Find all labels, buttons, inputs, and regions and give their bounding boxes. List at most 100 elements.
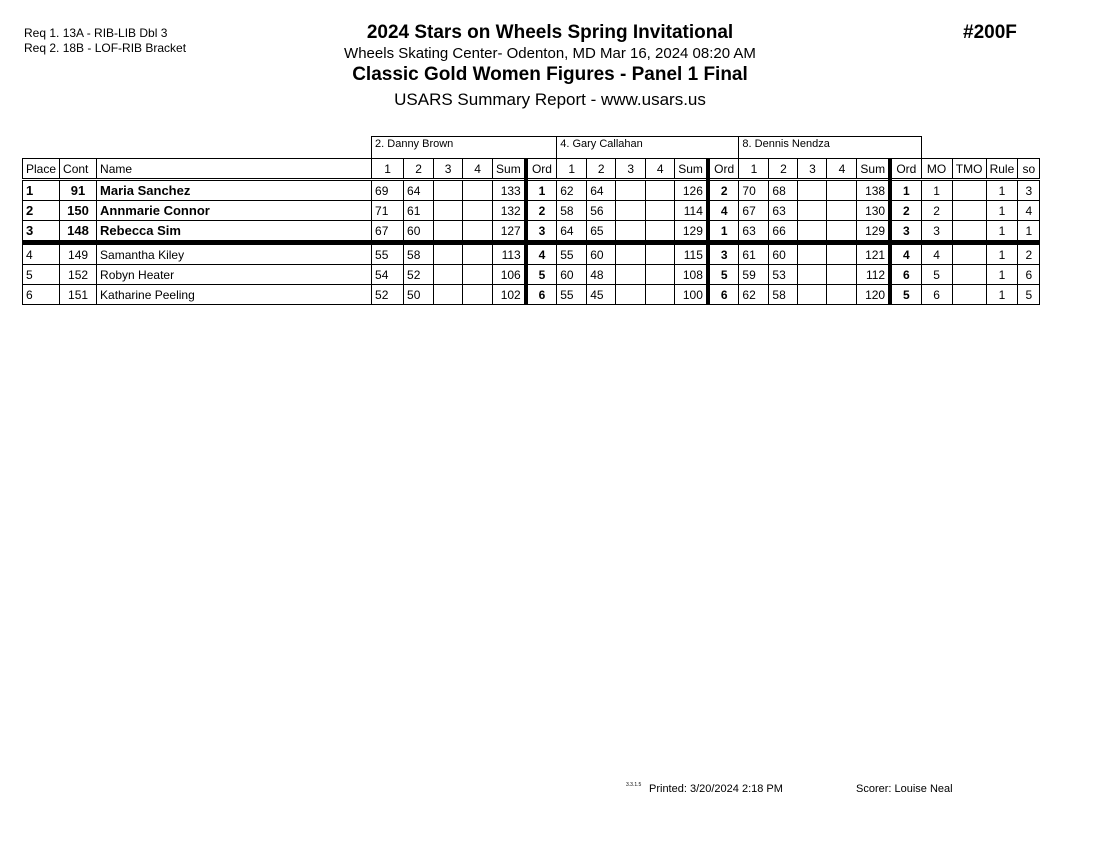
score-cell: 58 bbox=[403, 242, 435, 265]
score-cell bbox=[797, 284, 828, 305]
ordinal-cell: 3 bbox=[888, 220, 922, 245]
score-cell bbox=[433, 200, 464, 221]
score-cell bbox=[826, 264, 858, 285]
header-cont: Cont bbox=[59, 158, 98, 181]
mo-cell: 1 bbox=[920, 179, 953, 201]
table-row: 2 150 Annmarie Connor 71 61 132 2 58 56 114 4 67 63 1… bbox=[21, 200, 1041, 221]
table-row: 6 151 Katharine Peeling 52 50 102 6 55 45 100 6 62 5… bbox=[21, 284, 1041, 305]
ordinal-cell: 6 bbox=[523, 284, 558, 305]
sum-cell: 120 bbox=[856, 284, 891, 305]
sum-cell: 121 bbox=[856, 242, 891, 265]
score-cell: 61 bbox=[738, 242, 770, 265]
ordinal-cell: 5 bbox=[705, 264, 740, 285]
so-cell: 3 bbox=[1017, 179, 1041, 201]
score-cell bbox=[462, 200, 494, 221]
header-score-s3: 3 bbox=[433, 158, 464, 181]
score-cell: 70 bbox=[738, 179, 770, 201]
score-cell: 53 bbox=[768, 264, 799, 285]
tmo-cell bbox=[951, 200, 987, 221]
sum-cell: 106 bbox=[492, 264, 527, 285]
score-cell bbox=[645, 200, 676, 221]
score-cell bbox=[462, 242, 494, 265]
score-cell: 48 bbox=[586, 264, 617, 285]
event-title: Classic Gold Women Figures - Panel 1 Fin… bbox=[352, 64, 748, 85]
so-cell: 5 bbox=[1017, 284, 1041, 305]
header-score-s2: 2 bbox=[586, 158, 617, 181]
judge-header-row: 2. Danny Brown 4. Gary Callahan 8. Dennis … bbox=[23, 136, 1040, 159]
header-score-s1: 1 bbox=[738, 158, 770, 181]
software-version: 3.3.1.5 bbox=[626, 782, 642, 788]
header-mo: MO bbox=[920, 158, 953, 181]
rule-cell: 1 bbox=[985, 264, 1019, 285]
score-cell bbox=[797, 200, 828, 221]
rule-cell: 1 bbox=[985, 179, 1019, 201]
header-name: Name bbox=[96, 158, 373, 181]
contestant-number: 151 bbox=[59, 284, 98, 305]
tmo-cell bbox=[951, 264, 987, 285]
rule-cell: 1 bbox=[985, 284, 1019, 305]
header-score-s4: 4 bbox=[826, 158, 858, 181]
score-cell: 60 bbox=[768, 242, 799, 265]
score-cell: 63 bbox=[768, 200, 799, 221]
tmo-cell bbox=[951, 284, 987, 305]
score-cell: 62 bbox=[738, 284, 770, 305]
skater-name: Annmarie Connor bbox=[96, 200, 373, 221]
score-cell: 67 bbox=[371, 220, 405, 245]
ordinal-cell: 1 bbox=[523, 179, 558, 201]
header-tmo: TMO bbox=[951, 158, 987, 181]
table-row: 1 91 Maria Sanchez 69 64 133 1 62 64 126 2 70 68 138 1… bbox=[21, 179, 1041, 201]
score-cell: 65 bbox=[586, 220, 617, 245]
header-score-s1: 1 bbox=[371, 158, 405, 181]
score-cell: 58 bbox=[556, 200, 588, 221]
sum-cell: 130 bbox=[856, 200, 891, 221]
report-subtitle: USARS Summary Report - www.usars.us bbox=[394, 90, 706, 109]
score-cell: 56 bbox=[586, 200, 617, 221]
score-cell bbox=[645, 264, 676, 285]
score-cell: 68 bbox=[768, 179, 799, 201]
header-sum: Sum bbox=[856, 158, 891, 181]
ordinal-cell: 5 bbox=[523, 264, 558, 285]
rule-cell: 1 bbox=[985, 220, 1019, 245]
requirement-1: Req 1. 13A - RIB-LIB Dbl 3 bbox=[24, 26, 168, 40]
header-score-s1: 1 bbox=[556, 158, 588, 181]
score-cell: 60 bbox=[556, 264, 588, 285]
skater-name: Rebecca Sim bbox=[96, 220, 373, 245]
ordinal-cell: 4 bbox=[523, 242, 558, 265]
place-cell: 1 bbox=[21, 179, 61, 201]
sum-cell: 127 bbox=[492, 220, 527, 245]
ordinal-cell: 2 bbox=[888, 200, 922, 221]
score-cell: 54 bbox=[371, 264, 405, 285]
ordinal-cell: 6 bbox=[705, 284, 740, 305]
results-table: 2. Danny Brown 4. Gary Callahan 8. Dennis … bbox=[21, 136, 1041, 305]
score-cell bbox=[433, 284, 464, 305]
score-cell: 59 bbox=[738, 264, 770, 285]
score-cell: 52 bbox=[403, 264, 435, 285]
score-cell: 45 bbox=[586, 284, 617, 305]
event-number: #200F bbox=[963, 22, 1017, 43]
venue-date-line: Wheels Skating Center- Odenton, MD Mar 1… bbox=[344, 45, 756, 62]
score-cell: 66 bbox=[768, 220, 799, 245]
sum-cell: 126 bbox=[674, 179, 709, 201]
score-cell bbox=[615, 242, 647, 265]
blank-cell bbox=[23, 137, 372, 159]
sum-cell: 115 bbox=[674, 242, 709, 265]
scorer: Scorer: Louise Neal bbox=[856, 783, 953, 795]
sum-cell: 132 bbox=[492, 200, 527, 221]
header-score-s4: 4 bbox=[645, 158, 676, 181]
mo-cell: 3 bbox=[920, 220, 953, 245]
score-cell: 58 bbox=[768, 284, 799, 305]
skater-name: Robyn Heater bbox=[96, 264, 373, 285]
header-rule: Rule bbox=[985, 158, 1019, 181]
mo-cell: 5 bbox=[920, 264, 953, 285]
judge-name: 8. Dennis Nendza bbox=[738, 136, 922, 159]
sum-cell: 129 bbox=[674, 220, 709, 245]
table-row: 3 148 Rebecca Sim 67 60 127 3 64 65 129 1 63 66 129 3 3… bbox=[21, 220, 1041, 245]
score-cell bbox=[462, 284, 494, 305]
score-cell: 69 bbox=[371, 179, 405, 201]
judge-name: 2. Danny Brown bbox=[371, 136, 558, 159]
score-cell bbox=[462, 264, 494, 285]
sum-cell: 108 bbox=[674, 264, 709, 285]
so-cell: 4 bbox=[1017, 200, 1041, 221]
score-cell bbox=[615, 284, 647, 305]
